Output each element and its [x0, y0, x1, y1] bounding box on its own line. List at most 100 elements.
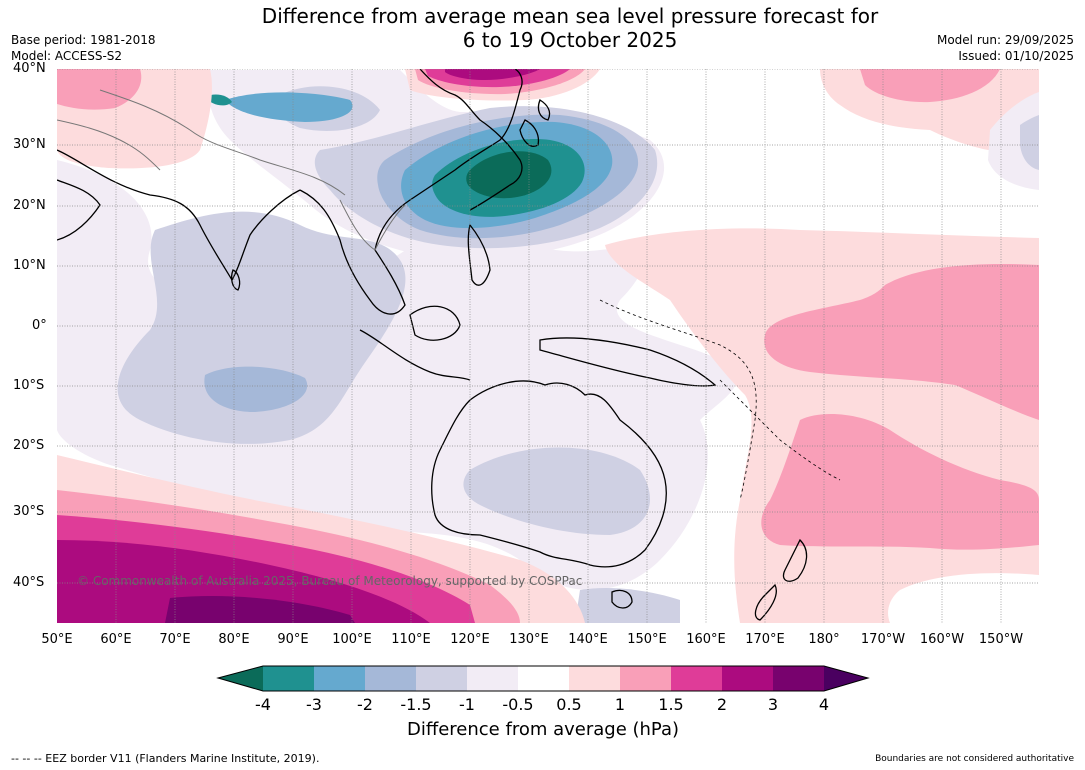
lon-label: 160°E	[686, 632, 726, 647]
anomaly-region-minus-1-south	[575, 588, 680, 623]
eez-legend: -- -- -- EEZ border V11 (Flanders Marine…	[11, 752, 320, 765]
lat-label: 40°N	[13, 61, 46, 76]
anomaly-region-minus-1-ne	[1020, 115, 1039, 170]
colorbar-extend-low	[218, 666, 263, 691]
coastline-sumatra-java	[359, 329, 471, 381]
anomaly-region-plus-3-southern	[57, 540, 430, 623]
lon-label: 140°E	[568, 632, 608, 647]
lon-label: 120°E	[450, 632, 490, 647]
lon-label: 110°E	[391, 632, 431, 647]
coastline-se-asia	[299, 69, 523, 315]
colorbar-swatch	[416, 666, 467, 691]
coastline-sri-lanka	[231, 269, 241, 291]
boundaries-disclaimer: Boundaries are not considered authoritat…	[875, 754, 1074, 764]
base-period: Base period: 1981-2018	[11, 33, 156, 47]
anomaly-region-neutral-south-pacific	[888, 573, 1039, 623]
anomaly-region-minus-4	[466, 151, 552, 199]
lon-label: 150°E	[627, 632, 667, 647]
model-run: Model run: 29/09/2025	[936, 33, 1074, 47]
anomaly-region-plus-4-southern	[165, 595, 355, 623]
colorbar-tick: 0.5	[556, 695, 582, 714]
colorbar-swatch	[773, 666, 824, 691]
colorbar-swatch	[722, 666, 773, 691]
colorbar-tick: -2	[357, 695, 373, 714]
colorbar-tick: -4	[255, 695, 271, 714]
coastline-arabia	[57, 179, 101, 241]
colorbar-swatch	[467, 666, 518, 691]
colorbar-swatch	[671, 666, 722, 691]
colorbar-tick: 1	[614, 695, 626, 714]
graticule	[57, 69, 1039, 623]
lon-label: 90°E	[277, 632, 309, 647]
lat-label: 10°S	[13, 378, 45, 393]
eez-border-2	[719, 379, 841, 481]
colorbar-tick: -1.5	[400, 695, 432, 714]
title-line-2: 6 to 19 October 2025	[462, 28, 678, 52]
lon-label: 80°E	[218, 632, 250, 647]
colorbar	[216, 665, 870, 692]
coastline-china	[419, 69, 523, 211]
lat-label: 30°N	[13, 137, 46, 152]
colorbar-extend-high	[824, 666, 868, 691]
coastlines	[57, 69, 808, 621]
chart-title: Difference from average mean sea level p…	[0, 4, 1085, 52]
lon-label: 50°E	[41, 632, 73, 647]
lat-label: 20°N	[13, 198, 46, 213]
colorbar-swatch	[314, 666, 365, 691]
colorbar-swatch	[263, 666, 314, 691]
meta-right: Model run: 29/09/2025 Issued: 01/10/2025	[937, 32, 1074, 64]
coastline-philippines	[467, 223, 491, 286]
coastline-india	[57, 149, 301, 282]
colorbar-tick: 1.5	[658, 695, 684, 714]
lat-label: 10°N	[13, 258, 46, 273]
colorbar-tick: 3	[767, 695, 779, 714]
eez-borders	[599, 299, 841, 501]
anomaly-region-plus-1-ne-pacific	[860, 69, 1000, 103]
colorbar-tick: 4	[818, 695, 830, 714]
anomaly-region-minus-1-5-indian	[204, 366, 308, 412]
lat-label: 40°S	[13, 575, 45, 590]
lon-label: 160°W	[919, 632, 965, 647]
anomaly-region-plus-1-tropical-pacific	[764, 264, 1039, 420]
model-name: Model: ACCESS-S2	[11, 49, 123, 63]
colorbar-tick: -0.5	[502, 695, 534, 714]
coastline-new-guinea	[539, 337, 717, 387]
lon-label: 150°W	[978, 632, 1024, 647]
coastline-australia	[431, 380, 667, 568]
anomaly-region-minus-2-himalaya	[225, 92, 353, 122]
meta-left: Base period: 1981-2018 Model: ACCESS-S2	[11, 32, 156, 64]
colorbar-outline	[216, 665, 870, 692]
lon-label: 100°E	[332, 632, 372, 647]
colorbar-swatch	[518, 666, 569, 691]
border-middle-east	[57, 119, 161, 171]
colorbar-swatch	[569, 666, 620, 691]
anomaly-region-plus-3-north	[445, 69, 540, 80]
lon-label: 130°E	[509, 632, 549, 647]
lon-label: 70°E	[159, 632, 191, 647]
issued-date: Issued: 01/10/2025	[958, 49, 1074, 63]
border-asia-2	[339, 199, 406, 251]
lon-label: 180°	[808, 632, 840, 647]
anomaly-region-minus-0-5-ne	[988, 92, 1039, 190]
lat-label: 20°S	[13, 438, 45, 453]
coastline-tasmania	[611, 589, 633, 609]
colorbar-title: Difference from average (hPa)	[406, 719, 680, 740]
anomaly-region-plus-1-tasman	[761, 414, 1039, 550]
colorbar-swatch	[620, 666, 671, 691]
lon-label: 60°E	[100, 632, 132, 647]
pressure-anomaly-field	[57, 69, 1039, 623]
coastline-new-zealand	[754, 538, 808, 621]
lon-label: 170°E	[745, 632, 785, 647]
anomaly-region-plus-1-west	[57, 69, 142, 110]
eez-border-1	[599, 299, 757, 501]
colorbar-swatch	[365, 666, 416, 691]
lat-label: 30°S	[13, 504, 45, 519]
colorbar-tick: 2	[716, 695, 728, 714]
title-line-1: Difference from average mean sea level p…	[261, 4, 879, 28]
anomaly-region-minus-3-himalaya	[205, 94, 232, 106]
copyright-notice: © Commonwealth of Australia 2025, Bureau…	[77, 574, 583, 588]
lat-label: 0°	[32, 318, 47, 333]
colorbar-tick: -3	[306, 695, 322, 714]
country-borders	[57, 89, 406, 251]
